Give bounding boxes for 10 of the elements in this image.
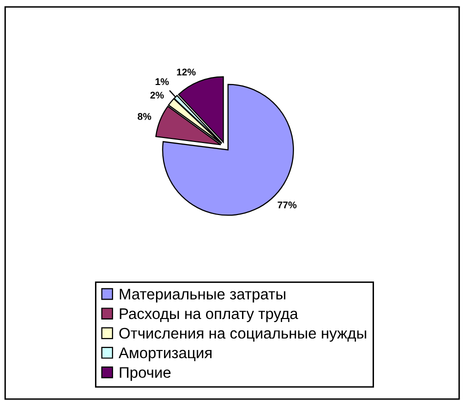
legend-label: Амортизация [118,348,212,362]
data-label: 77% [278,202,297,208]
legend-label: Расходы на оплату труда [120,308,298,322]
data-label: 8% [138,113,152,120]
data-label: 1% [156,78,169,86]
data-label: 12% [177,68,196,76]
legend-label: Материальные затраты [120,288,286,303]
legend-label: Прочие [120,367,171,381]
legend-label: Отчисления на социальные нужды [119,328,366,342]
data-label: 2% [150,92,164,99]
